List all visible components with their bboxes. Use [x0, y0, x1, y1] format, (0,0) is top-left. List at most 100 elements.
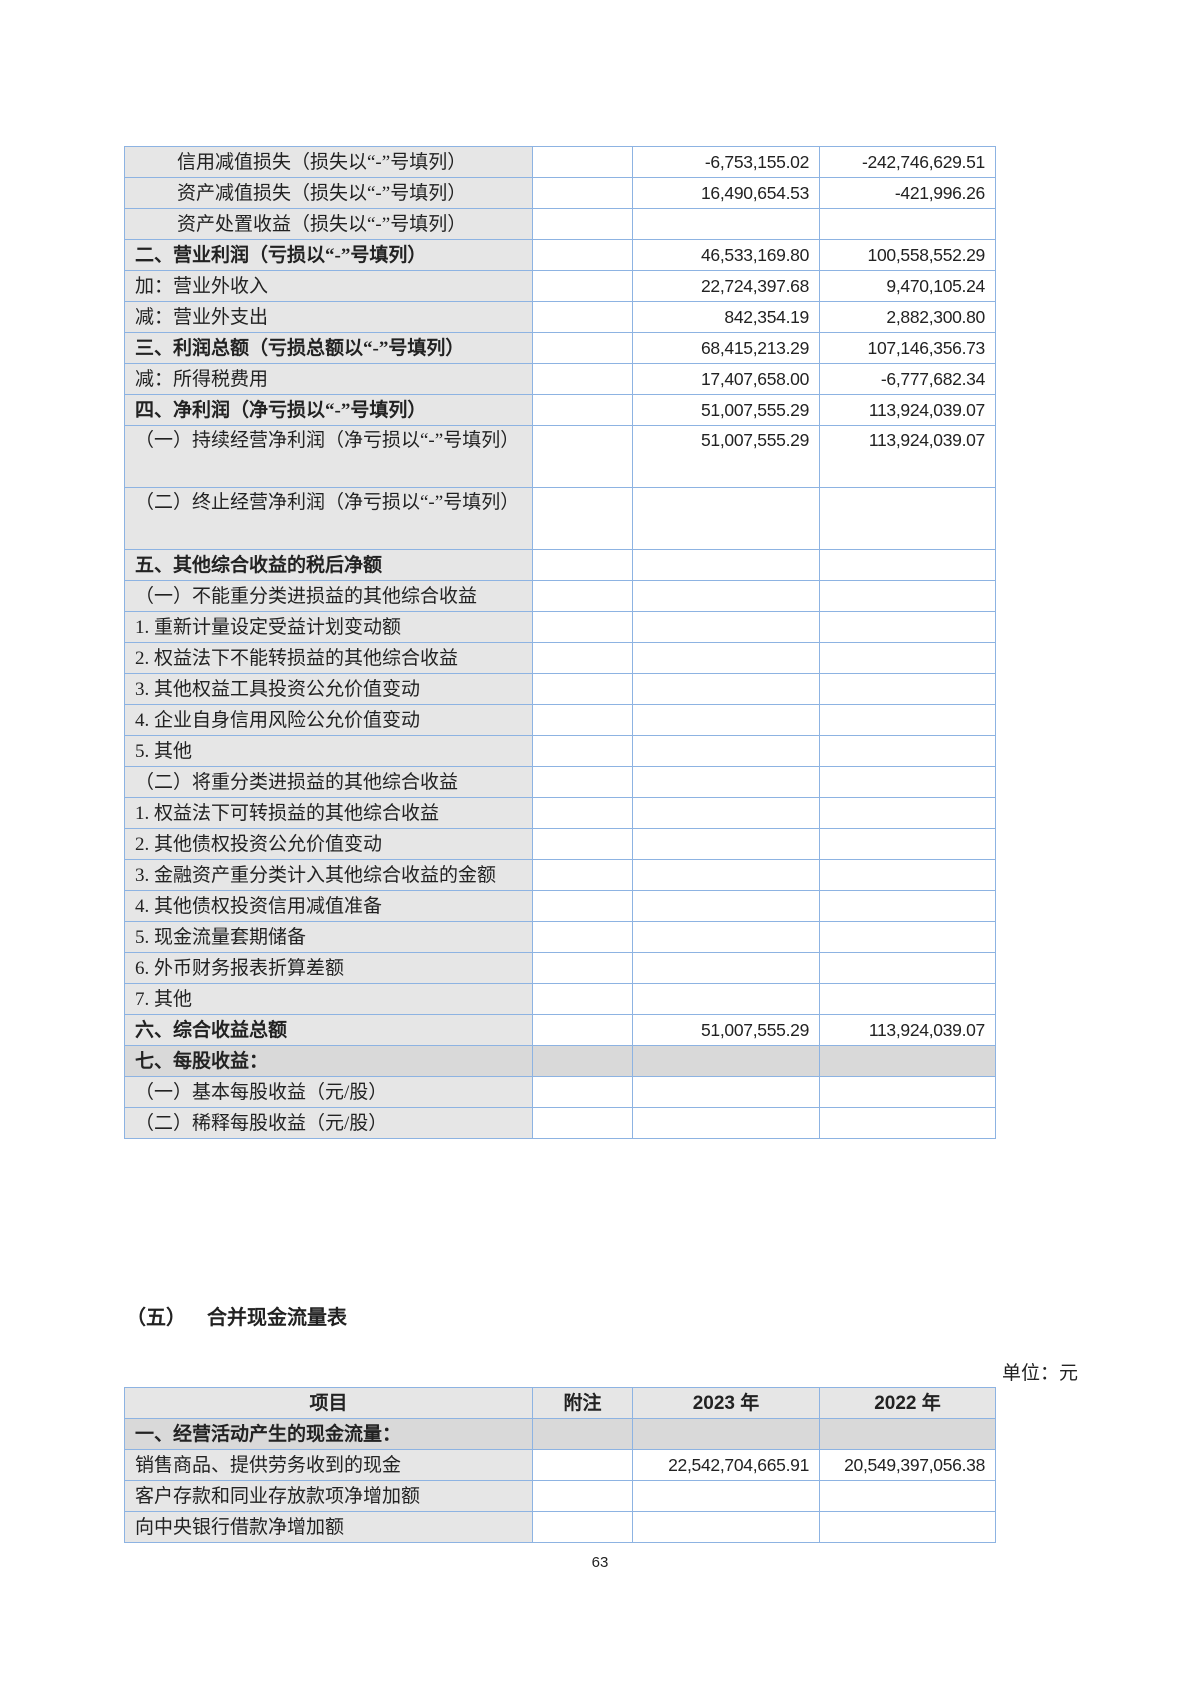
row-note [532, 301, 633, 333]
value-2023 [632, 549, 820, 581]
value-2023 [632, 828, 820, 860]
table-row: 2. 其他债权投资公允价值变动 [124, 828, 996, 860]
value-2023 [632, 673, 820, 705]
value-2022 [819, 952, 996, 984]
row-label: 四、净利润（净亏损以“-”号填列） [124, 394, 533, 426]
value-2022 [819, 642, 996, 674]
row-label: 客户存款和同业存放款项净增加额 [124, 1480, 533, 1512]
row-note [532, 425, 633, 488]
value-2023: -6,753,155.02 [632, 146, 820, 178]
cash-flow-table: 项目 附注 2023 年 2022 年 一、经营活动产生的现金流量： 销售商品、提… [124, 1387, 996, 1543]
table-row: 资产处置收益（损失以“-”号填列） [124, 208, 996, 240]
value-2023 [632, 208, 820, 240]
value-2022: -6,777,682.34 [819, 363, 996, 395]
value-2022 [819, 1107, 996, 1139]
value-2022: 107,146,356.73 [819, 332, 996, 364]
value-2023 [632, 890, 820, 922]
value-2022 [819, 549, 996, 581]
table-row: 1. 重新计量设定受益计划变动额 [124, 611, 996, 643]
row-label: 向中央银行借款净增加额 [124, 1511, 533, 1543]
table-row: 七、每股收益： [124, 1045, 996, 1077]
value-2023 [632, 611, 820, 643]
table-row: 减：营业外支出 842,354.19 2,882,300.80 [124, 301, 996, 333]
row-label: （二）将重分类进损益的其他综合收益 [124, 766, 533, 798]
value-2023 [632, 1511, 820, 1543]
value-2023 [632, 983, 820, 1015]
row-note [532, 1045, 633, 1077]
row-label: 销售商品、提供劳务收到的现金 [124, 1449, 533, 1481]
value-2022 [819, 1045, 996, 1077]
table-row: 六、综合收益总额 51,007,555.29 113,924,039.07 [124, 1014, 996, 1046]
table-row: 四、净利润（净亏损以“-”号填列） 51,007,555.29 113,924,03… [124, 394, 996, 426]
table-row: （一）不能重分类进损益的其他综合收益 [124, 580, 996, 612]
row-note [532, 1480, 633, 1512]
table-row: 资产减值损失（损失以“-”号填列） 16,490,654.53 -421,996.2… [124, 177, 996, 209]
row-label: 3. 金融资产重分类计入其他综合收益的金额 [124, 859, 533, 891]
row-note [532, 952, 633, 984]
value-2022: 113,924,039.07 [819, 425, 996, 488]
page-number: 63 [591, 1554, 609, 1571]
value-2022: 20,549,397,056.38 [819, 1449, 996, 1481]
value-2022 [819, 859, 996, 891]
row-label: 1. 权益法下可转损益的其他综合收益 [124, 797, 533, 829]
value-2023: 17,407,658.00 [632, 363, 820, 395]
row-label: （二）稀释每股收益（元/股） [124, 1107, 533, 1139]
row-note [532, 549, 633, 581]
table-row: 5. 其他 [124, 735, 996, 767]
row-note [532, 208, 633, 240]
table-row: 信用减值损失（损失以“-”号填列） -6,753,155.02 -242,746,6… [124, 146, 996, 178]
row-note [532, 487, 633, 550]
value-2023 [632, 1107, 820, 1139]
row-note [532, 921, 633, 953]
value-2022 [819, 797, 996, 829]
row-note [532, 859, 633, 891]
value-2022: 9,470,105.24 [819, 270, 996, 302]
value-2022 [819, 487, 996, 550]
value-2022 [819, 673, 996, 705]
row-note [532, 1107, 633, 1139]
row-note [532, 890, 633, 922]
row-label: 加：营业外收入 [124, 270, 533, 302]
row-note [532, 394, 633, 426]
value-2022 [819, 828, 996, 860]
value-2023: 51,007,555.29 [632, 1014, 820, 1046]
table-row: （一）基本每股收益（元/股） [124, 1076, 996, 1108]
row-label: 7. 其他 [124, 983, 533, 1015]
value-2023 [632, 642, 820, 674]
row-note [532, 177, 633, 209]
table-row: （一）持续经营净利润（净亏损以“-”号填列） 51,007,555.29 113,9… [124, 425, 996, 488]
header-2022: 2022 年 [819, 1387, 996, 1419]
row-note [532, 642, 633, 674]
table-row: 7. 其他 [124, 983, 996, 1015]
table-header-row: 项目 附注 2023 年 2022 年 [124, 1387, 996, 1419]
row-note [532, 1511, 633, 1543]
value-2023 [632, 859, 820, 891]
row-note [532, 580, 633, 612]
row-note [532, 828, 633, 860]
row-note [532, 270, 633, 302]
row-note [532, 611, 633, 643]
table-row: 4. 其他债权投资信用减值准备 [124, 890, 996, 922]
row-label: 资产减值损失（损失以“-”号填列） [124, 177, 533, 209]
row-label: 2. 其他债权投资公允价值变动 [124, 828, 533, 860]
value-2022 [819, 766, 996, 798]
row-label: 5. 其他 [124, 735, 533, 767]
row-label: 1. 重新计量设定受益计划变动额 [124, 611, 533, 643]
section-heading: （五） 合并现金流量表 [126, 1301, 347, 1330]
value-2022: 2,882,300.80 [819, 301, 996, 333]
row-note [532, 146, 633, 178]
row-label: 减：营业外支出 [124, 301, 533, 333]
value-2022 [819, 704, 996, 736]
table-row: 三、利润总额（亏损总额以“-”号填列） 68,415,213.29 107,146,… [124, 332, 996, 364]
value-2023 [632, 952, 820, 984]
row-label: 4. 企业自身信用风险公允价值变动 [124, 704, 533, 736]
row-label: 七、每股收益： [124, 1045, 533, 1077]
table-row: 6. 外币财务报表折算差额 [124, 952, 996, 984]
row-label: （一）基本每股收益（元/股） [124, 1076, 533, 1108]
row-note [532, 1418, 633, 1450]
row-note [532, 332, 633, 364]
row-note [532, 735, 633, 767]
value-2022 [819, 921, 996, 953]
row-label: 6. 外币财务报表折算差额 [124, 952, 533, 984]
row-label: （一）不能重分类进损益的其他综合收益 [124, 580, 533, 612]
